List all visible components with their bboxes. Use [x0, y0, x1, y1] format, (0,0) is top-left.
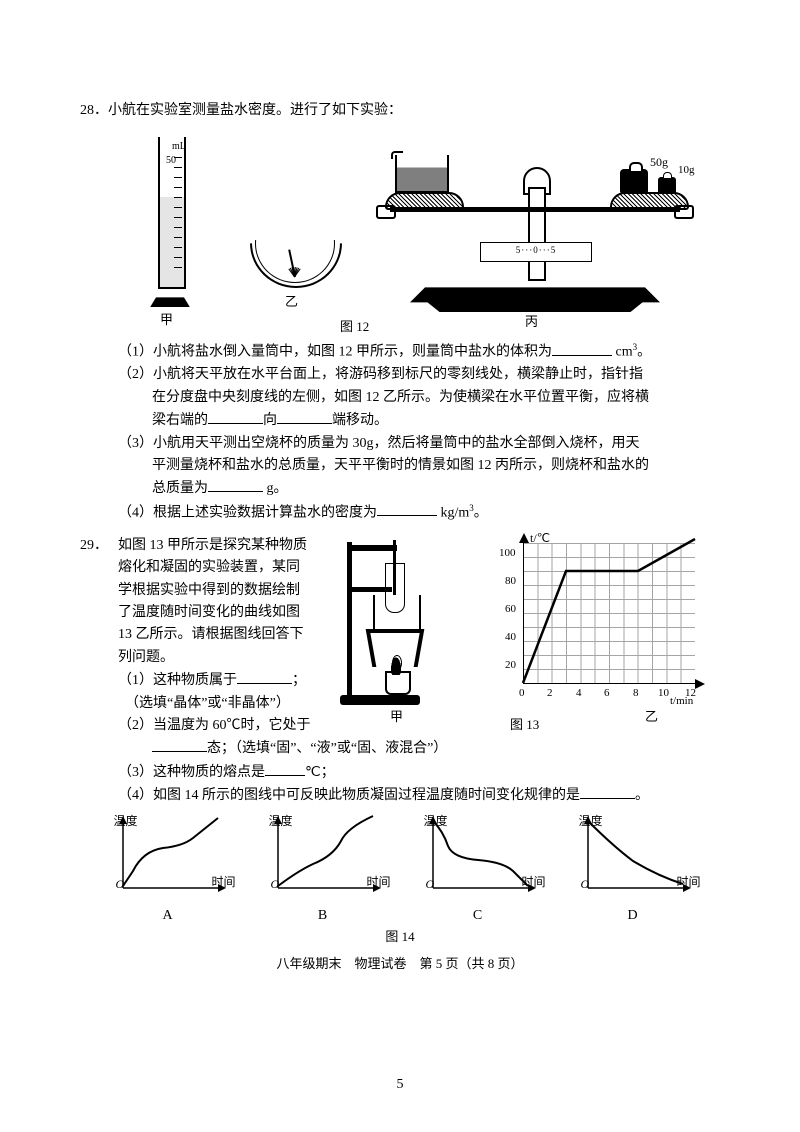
- mini-xlabel: 时间: [211, 873, 235, 892]
- figure-12: mL 50 甲: [120, 132, 720, 332]
- q29-number: 29．: [80, 538, 108, 553]
- question-29: 29． 如图 13 甲所示是探究某种物质 熔化和凝固的实验装置，某同 学根据实验…: [80, 535, 720, 975]
- q28-p4-b: kg/m: [437, 505, 469, 520]
- question-28: 28．小航在实验室测量盐水密度。进行了如下实验： mL 50 甲: [80, 100, 720, 525]
- blank: [208, 477, 263, 492]
- graduated-cylinder-icon: mL 50: [150, 137, 190, 307]
- caption-yi-13: 乙: [645, 707, 658, 728]
- q29-part3: （3）这种物质的熔点是 ℃；: [80, 761, 720, 784]
- q28-p3-d: g。: [263, 481, 288, 496]
- q28-part1: （1）小航将盐水倒入量筒中，如图 12 甲所示，则量筒中盐水的体积为 cm3。: [80, 340, 720, 364]
- blank: [377, 501, 437, 516]
- q28-part3: （3）小航用天平测出空烧杯的质量为 30g，然后将量筒中的盐水全部倒入烧杯，用天: [80, 433, 720, 455]
- figure-13-label: 图 13: [510, 715, 539, 736]
- q28-part4: （4）根据上述实验数据计算盐水的密度为 kg/m3。: [80, 501, 720, 525]
- beaker-icon: [395, 155, 449, 193]
- option-d: 温度 O 时间 D: [563, 816, 703, 927]
- blank: [580, 784, 635, 799]
- weight-10g-icon: [658, 177, 676, 193]
- option-a: 温度 O 时间 A: [98, 816, 238, 927]
- blank: [208, 409, 263, 424]
- q29-p1-c: （选填“晶体”或“非晶体”）: [132, 696, 290, 711]
- q29-p1-a: （1）这种物质属于: [118, 673, 237, 688]
- q28-p1-unit: cm: [612, 345, 633, 360]
- q29-stem: 如图 13 甲所示是探究某种物质 熔化和凝固的实验装置，某同 学根据实验中得到的…: [118, 535, 333, 715]
- q28-p2-a: （2）小航将天平放在水平台面上，将游码移到标尺的零刻线处，横梁静止时，指针指: [118, 367, 643, 382]
- option-d-letter: D: [563, 905, 703, 927]
- figure-12-label: 图 12: [340, 317, 369, 338]
- blank: [152, 737, 207, 752]
- page-number: 5: [0, 1074, 800, 1096]
- q28-p4-a: （4）根据上述实验数据计算盐水的密度为: [118, 505, 377, 520]
- balance-scale-icon: 50g 10g 5···0···5: [380, 157, 690, 312]
- q28-p2-b: 在分度盘中央刻度线的左侧，如图 12 乙所示。为使横梁在水平位置平衡，应将横: [152, 390, 649, 405]
- mini-ylabel: 温度: [114, 812, 138, 831]
- q29-p3-b: ℃；: [305, 765, 335, 780]
- q29-p2-a: （2）当温度为 60℃时，它处于: [118, 718, 311, 733]
- option-b: 温度 O 时间 B: [253, 816, 393, 927]
- scale-ruler: 5···0···5: [480, 242, 592, 262]
- blank: [237, 669, 292, 684]
- q28-p3-a: （3）小航用天平测出空烧杯的质量为 30g，然后将量筒中的盐水全部倒入烧杯，用天: [118, 436, 640, 451]
- caption-jia-13: 甲: [390, 707, 403, 728]
- blank: [265, 761, 305, 776]
- page-footer: 八年级期末 物理试卷 第 5 页（共 8 页）: [80, 954, 720, 975]
- pointer-dial-icon: [250, 232, 340, 287]
- q28-number: 28．: [80, 103, 108, 118]
- option-b-letter: B: [253, 905, 393, 927]
- x-axis-title: t/min: [670, 693, 693, 711]
- option-a-letter: A: [98, 905, 238, 927]
- q28-p3-b: 平测量烧杯和盐水的总质量，天平平衡时的情景如图 12 丙所示，则烧杯和盐水的: [152, 458, 649, 473]
- q29-p2-b: 态；（选填“固”、“液”或“固、液混合”）: [207, 741, 447, 756]
- q29-part4: （4）如图 14 所示的图线中可反映此物质凝固过程温度随时间变化规律的是。: [80, 784, 720, 807]
- option-c: 温度 O 时间 C: [408, 816, 548, 927]
- temperature-time-chart: t/℃ 100 80 60 40 20 0 2 4 6 8 10 12: [495, 535, 705, 705]
- q28-p2-e: 端移动。: [332, 413, 388, 428]
- q28-p1-text: （1）小航将盐水倒入量筒中，如图 12 甲所示，则量筒中盐水的体积为: [118, 345, 552, 360]
- page: 28．小航在实验室测量盐水密度。进行了如下实验： mL 50 甲: [0, 0, 800, 1132]
- melting-curve-icon: [523, 543, 695, 683]
- q28-p2-c: 梁右端的: [152, 413, 208, 428]
- q29-p3-a: （3）这种物质的熔点是: [118, 765, 265, 780]
- q28-p2-d: 向: [263, 413, 277, 428]
- heating-apparatus-icon: [335, 535, 465, 705]
- q28-p3-c: 总质量为: [152, 481, 208, 496]
- weight-10-label: 10g: [678, 162, 695, 180]
- figure-14-label: 图 14: [80, 927, 720, 948]
- blank: [277, 409, 332, 424]
- figure-13: 甲 t/℃ 100 80 60 40 20 0 2 4 6: [335, 535, 720, 725]
- option-c-letter: C: [408, 905, 548, 927]
- weight-50g-icon: [620, 169, 648, 193]
- caption-jia: 甲: [160, 310, 173, 331]
- q29-p4-a: （4）如图 14 所示的图线中可反映此物质凝固过程温度随时间变化规律的是: [118, 788, 580, 803]
- q28-stem: 小航在实验室测量盐水密度。进行了如下实验：: [108, 103, 402, 118]
- weight-50-label: 50g: [650, 153, 668, 172]
- q28-part2: （2）小航将天平放在水平台面上，将游码移到标尺的零刻线处，横梁静止时，指针指: [80, 364, 720, 386]
- figure-14-options: 温度 O 时间 A 温度: [80, 816, 720, 927]
- blank: [552, 341, 612, 356]
- caption-yi: 乙: [285, 292, 298, 313]
- caption-bing: 丙: [525, 312, 538, 333]
